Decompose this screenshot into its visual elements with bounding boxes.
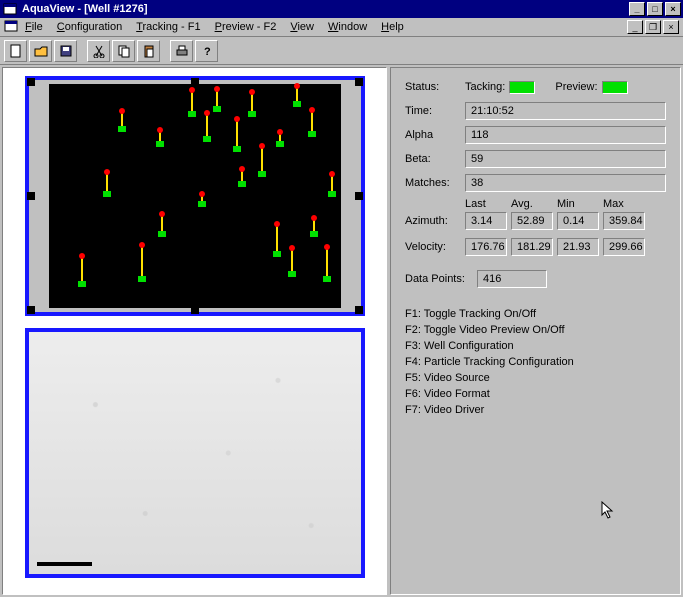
menu-view[interactable]: View <box>283 19 321 35</box>
maximize-button[interactable]: □ <box>647 2 663 16</box>
cursor-icon <box>601 501 615 524</box>
paste-button[interactable] <box>137 40 160 62</box>
help-f4: F4: Particle Tracking Configuration <box>405 354 666 370</box>
video-preview[interactable] <box>25 328 365 578</box>
datapoints-value: 416 <box>477 270 547 288</box>
menu-window[interactable]: Window <box>321 19 374 35</box>
azimuth-last: 3.14 <box>465 212 507 230</box>
right-pane: Status: Tacking: Preview: Time: 21:10:52… <box>390 67 681 595</box>
mdi-icon[interactable] <box>4 20 18 35</box>
cut-button[interactable] <box>87 40 110 62</box>
beta-label: Beta: <box>405 153 465 165</box>
menu-help[interactable]: Help <box>374 19 411 35</box>
status-label: Status: <box>405 81 465 93</box>
stats-head-last: Last <box>465 198 507 210</box>
beta-value: 59 <box>465 150 666 168</box>
preview-label: Preview: <box>555 81 597 93</box>
azimuth-avg: 52.89 <box>511 212 553 230</box>
velocity-avg: 181.29 <box>511 238 553 256</box>
help-text: F1: Toggle Tracking On/Off F2: Toggle Vi… <box>405 306 666 418</box>
toolbar: ? <box>0 37 683 65</box>
left-pane <box>2 67 387 595</box>
tracking-led <box>509 81 535 94</box>
help-f2: F2: Toggle Video Preview On/Off <box>405 322 666 338</box>
preview-led <box>602 81 628 94</box>
stats-head-avg: Avg. <box>511 198 553 210</box>
client-area: Status: Tacking: Preview: Time: 21:10:52… <box>0 65 683 597</box>
scale-bar <box>37 562 92 566</box>
new-button[interactable] <box>4 40 27 62</box>
app-icon <box>2 2 18 16</box>
print-button[interactable] <box>170 40 193 62</box>
matches-value: 38 <box>465 174 666 192</box>
help-f6: F6: Video Format <box>405 386 666 402</box>
azimuth-label: Azimuth: <box>405 215 465 227</box>
alpha-label: Alpha <box>405 129 465 141</box>
help-f5: F5: Video Source <box>405 370 666 386</box>
azimuth-max: 359.84 <box>603 212 645 230</box>
velocity-last: 176.76 <box>465 238 507 256</box>
time-label: Time: <box>405 105 465 117</box>
menubar: File Configuration Tracking - F1 Preview… <box>0 18 683 37</box>
datapoints-label: Data Points: <box>405 273 477 285</box>
menu-configuration[interactable]: Configuration <box>50 19 129 35</box>
alpha-value: 118 <box>465 126 666 144</box>
window-title: AquaView - [Well #1276] <box>22 3 627 15</box>
help-button[interactable]: ? <box>195 40 218 62</box>
stats-head-max: Max <box>603 198 645 210</box>
help-f1: F1: Toggle Tracking On/Off <box>405 306 666 322</box>
mdi-minimize-button[interactable]: _ <box>627 20 643 34</box>
save-button[interactable] <box>54 40 77 62</box>
copy-button[interactable] <box>112 40 135 62</box>
help-f3: F3: Well Configuration <box>405 338 666 354</box>
tracking-label: Tacking: <box>465 81 505 93</box>
velocity-label: Velocity: <box>405 241 465 253</box>
azimuth-min: 0.14 <box>557 212 599 230</box>
mdi-restore-button[interactable]: ❐ <box>645 20 661 34</box>
time-value: 21:10:52 <box>465 102 666 120</box>
menu-preview[interactable]: Preview - F2 <box>208 19 284 35</box>
tracking-canvas[interactable] <box>25 76 365 316</box>
open-button[interactable] <box>29 40 52 62</box>
velocity-max: 299.66 <box>603 238 645 256</box>
minimize-button[interactable]: _ <box>629 2 645 16</box>
help-f7: F7: Video Driver <box>405 402 666 418</box>
mdi-close-button[interactable]: × <box>663 20 679 34</box>
close-button[interactable]: × <box>665 2 681 16</box>
menu-file[interactable]: File <box>18 19 50 35</box>
menu-tracking[interactable]: Tracking - F1 <box>129 19 207 35</box>
stats-grid: Last Avg. Min Max Azimuth: 3.14 52.89 0.… <box>405 198 666 256</box>
svg-text:?: ? <box>204 46 211 58</box>
matches-label: Matches: <box>405 177 465 189</box>
velocity-min: 21.93 <box>557 238 599 256</box>
titlebar: AquaView - [Well #1276] _ □ × <box>0 0 683 18</box>
stats-head-min: Min <box>557 198 599 210</box>
